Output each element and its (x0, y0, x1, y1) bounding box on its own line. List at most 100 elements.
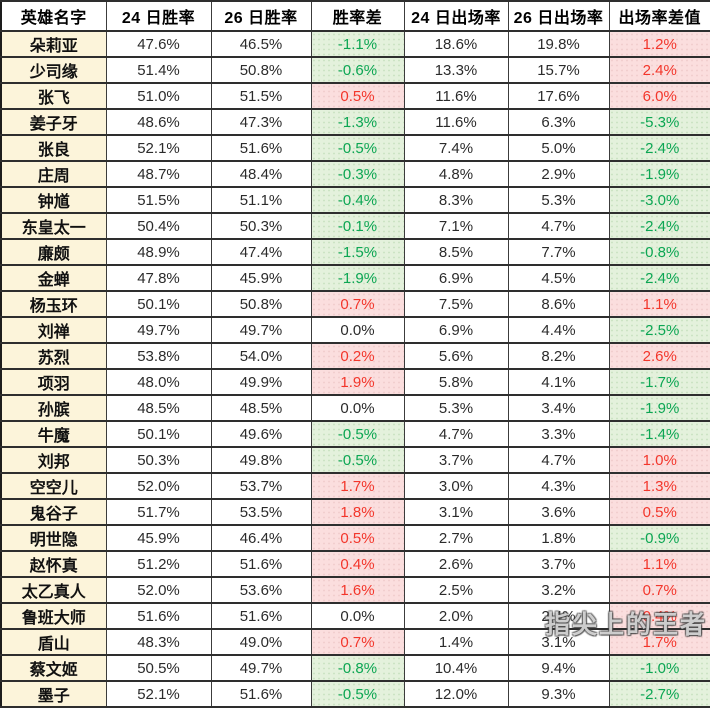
table-row: 鲁班大师 51.6% 51.6% 0.0% 2.0% 2.4% 0.4% (0, 602, 710, 630)
hero-name-cell: 庄周 (0, 160, 107, 188)
table-row: 金蝉 47.8% 45.9% -1.9% 6.9% 4.5% -2.4% (0, 264, 710, 292)
rate-value-cell: 5.8% (403, 368, 509, 396)
rate-value-cell: 49.8% (210, 446, 312, 474)
rate-value-cell: 46.5% (210, 30, 312, 58)
rate-value-cell: 5.6% (403, 342, 509, 370)
diff-value-cell: 0.0% (310, 316, 405, 344)
rate-value-cell: 7.1% (403, 212, 509, 240)
diff-value-cell: 0.0% (310, 394, 405, 422)
rate-value-cell: 6.9% (403, 316, 509, 344)
diff-value-cell: 0.7% (310, 628, 405, 656)
rate-value-cell: 52.1% (105, 134, 212, 162)
rate-value-cell: 4.3% (507, 472, 610, 500)
rate-value-cell: 3.0% (403, 472, 509, 500)
table-body: 朵莉亚 47.6% 46.5% -1.1% 18.6% 19.8% 1.2% 少司缘 51.4%… (0, 30, 710, 708)
column-header-6: 出场率差值 (608, 0, 710, 32)
diff-value-cell: 1.0% (608, 446, 710, 474)
table-row: 刘邦 50.3% 49.8% -0.5% 3.7% 4.7% 1.0% (0, 446, 710, 474)
rate-value-cell: 9.4% (507, 654, 610, 682)
diff-value-cell: 1.2% (608, 30, 710, 58)
diff-value-cell: 1.1% (608, 550, 710, 578)
rate-value-cell: 53.7% (210, 472, 312, 500)
diff-value-cell: 1.9% (310, 368, 405, 396)
rate-value-cell: 51.0% (105, 82, 212, 110)
diff-value-cell: -2.7% (608, 680, 710, 708)
rate-value-cell: 13.3% (403, 56, 509, 84)
table-row: 少司缘 51.4% 50.8% -0.6% 13.3% 15.7% 2.4% (0, 56, 710, 84)
diff-value-cell: -0.6% (310, 56, 405, 84)
header-row: 英雄名字 24 日胜率 26 日胜率 胜率差 24 日出场率 26 日出场率 出场率差值 (0, 0, 710, 32)
diff-value-cell: 0.5% (608, 498, 710, 526)
rate-value-cell: 11.6% (403, 82, 509, 110)
diff-value-cell: -1.1% (310, 30, 405, 58)
rate-value-cell: 47.3% (210, 108, 312, 136)
rate-value-cell: 50.3% (210, 212, 312, 240)
rate-value-cell: 2.9% (507, 160, 610, 188)
rate-value-cell: 5.3% (403, 394, 509, 422)
table-row: 墨子 52.1% 51.6% -0.5% 12.0% 9.3% -2.7% (0, 680, 710, 708)
rate-value-cell: 3.7% (403, 446, 509, 474)
hero-name-cell: 赵怀真 (0, 550, 107, 578)
table-row: 张飞 51.0% 51.5% 0.5% 11.6% 17.6% 6.0% (0, 82, 710, 110)
rate-value-cell: 51.2% (105, 550, 212, 578)
rate-value-cell: 7.5% (403, 290, 509, 318)
rate-value-cell: 47.8% (105, 264, 212, 292)
rate-value-cell: 51.6% (210, 550, 312, 578)
hero-name-cell: 牛魔 (0, 420, 107, 448)
diff-value-cell: -2.4% (608, 134, 710, 162)
rate-value-cell: 3.1% (403, 498, 509, 526)
rate-value-cell: 51.6% (210, 680, 312, 708)
table-row: 东皇太一 50.4% 50.3% -0.1% 7.1% 4.7% -2.4% (0, 212, 710, 240)
diff-value-cell: 1.7% (310, 472, 405, 500)
rate-value-cell: 4.8% (403, 160, 509, 188)
rate-value-cell: 4.4% (507, 316, 610, 344)
hero-name-cell: 刘邦 (0, 446, 107, 474)
hero-name-cell: 张良 (0, 134, 107, 162)
column-header-0: 英雄名字 (0, 0, 107, 32)
rate-value-cell: 4.5% (507, 264, 610, 292)
rate-value-cell: 18.6% (403, 30, 509, 58)
diff-value-cell: -1.0% (608, 654, 710, 682)
hero-name-cell: 钟馗 (0, 186, 107, 214)
diff-value-cell: 0.4% (608, 602, 710, 630)
table-row: 盾山 48.3% 49.0% 0.7% 1.4% 3.1% 1.7% (0, 628, 710, 656)
diff-value-cell: -2.4% (608, 264, 710, 292)
hero-name-cell: 刘禅 (0, 316, 107, 344)
rate-value-cell: 8.3% (403, 186, 509, 214)
hero-name-cell: 明世隐 (0, 524, 107, 552)
diff-value-cell: 0.7% (310, 290, 405, 318)
rate-value-cell: 49.0% (210, 628, 312, 656)
rate-value-cell: 7.7% (507, 238, 610, 266)
column-header-4: 24 日出场率 (403, 0, 509, 32)
column-header-2: 26 日胜率 (210, 0, 312, 32)
rate-value-cell: 5.3% (507, 186, 610, 214)
rate-value-cell: 10.4% (403, 654, 509, 682)
diff-value-cell: -0.4% (310, 186, 405, 214)
diff-value-cell: -1.7% (608, 368, 710, 396)
rate-value-cell: 51.6% (210, 134, 312, 162)
rate-value-cell: 4.7% (507, 212, 610, 240)
rate-value-cell: 9.3% (507, 680, 610, 708)
diff-value-cell: -0.5% (310, 680, 405, 708)
rate-value-cell: 5.0% (507, 134, 610, 162)
rate-value-cell: 48.4% (210, 160, 312, 188)
rate-value-cell: 48.6% (105, 108, 212, 136)
table-row: 孙膑 48.5% 48.5% 0.0% 5.3% 3.4% -1.9% (0, 394, 710, 422)
hero-name-cell: 少司缘 (0, 56, 107, 84)
diff-value-cell: -0.8% (608, 238, 710, 266)
rate-value-cell: 4.1% (507, 368, 610, 396)
rate-value-cell: 48.5% (210, 394, 312, 422)
rate-value-cell: 2.6% (403, 550, 509, 578)
table-row: 蔡文姬 50.5% 49.7% -0.8% 10.4% 9.4% -1.0% (0, 654, 710, 682)
rate-value-cell: 11.6% (403, 108, 509, 136)
table-row: 赵怀真 51.2% 51.6% 0.4% 2.6% 3.7% 1.1% (0, 550, 710, 578)
rate-value-cell: 4.7% (507, 446, 610, 474)
rate-value-cell: 19.8% (507, 30, 610, 58)
rate-value-cell: 7.4% (403, 134, 509, 162)
rate-value-cell: 50.1% (105, 290, 212, 318)
rate-value-cell: 47.6% (105, 30, 212, 58)
hero-name-cell: 空空儿 (0, 472, 107, 500)
rate-value-cell: 3.7% (507, 550, 610, 578)
hero-name-cell: 鲁班大师 (0, 602, 107, 630)
